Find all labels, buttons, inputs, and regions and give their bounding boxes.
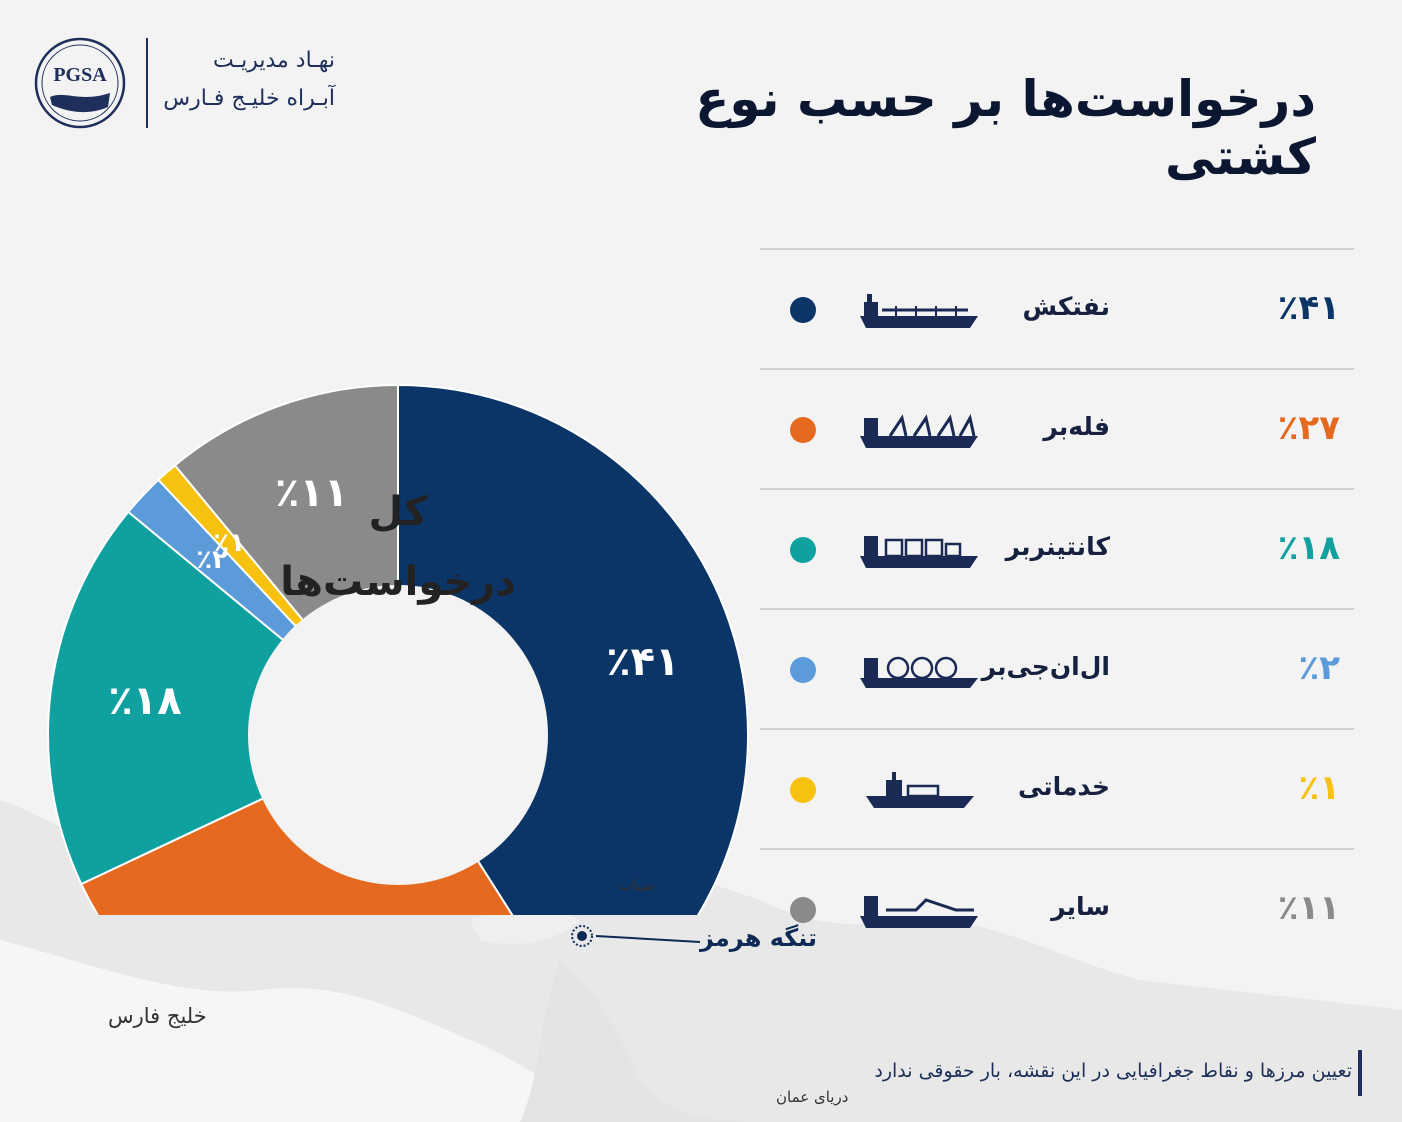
legend-percent: ٪۱۸ <box>1277 528 1340 568</box>
oman-peninsula <box>520 960 760 1122</box>
bulk-carrier-icon <box>860 413 978 448</box>
gulf-water <box>0 940 600 1122</box>
legend-color-dot <box>790 897 816 923</box>
other-ship-icon <box>860 896 978 928</box>
slice-label: ٪۱۱ <box>275 470 348 516</box>
pgsa-logo: PGSA <box>34 37 126 129</box>
legend-color-dot <box>790 657 816 683</box>
place-hormuz: تنگه هرمز <box>700 924 818 952</box>
slice-label: ٪۱۸ <box>108 678 181 724</box>
service-vessel-icon <box>866 772 974 808</box>
legend-item: سایر ٪۱۱ <box>760 848 1354 968</box>
center-label-line1: کل <box>369 489 429 535</box>
legend-percent: ٪۲۷ <box>1277 408 1340 448</box>
donut-center <box>248 585 548 885</box>
org-name-line1: نهـاد مدیریـت <box>213 48 335 73</box>
lng-carrier-icon <box>860 656 978 688</box>
legend-item: فله‌بر ٪۲۷ <box>760 368 1354 488</box>
legend: نفتکش ٪۴۱ فله‌بر ٪۲۷ کانتینربر ٪۱۸ <box>760 248 1354 968</box>
slice-label: ٪۴۱ <box>606 639 679 685</box>
hormuz-marker-icon <box>571 925 701 947</box>
org-name-line2: آبـراه خلیـج فـارس <box>163 86 335 111</box>
legend-color-dot <box>790 297 816 323</box>
slice-label: ٪۱ <box>213 528 245 558</box>
donut-chart: کل درخواست‌ها ٪۴۱٪۲۷٪۱۸٪۲٪۱٪۱۱ <box>47 383 749 915</box>
legend-percent: ٪۱ <box>1298 768 1340 808</box>
legend-color-dot <box>790 537 816 563</box>
legend-item: کانتینربر ٪۱۸ <box>760 488 1354 608</box>
legend-percent: ٪۴۱ <box>1277 288 1340 328</box>
disclaimer-bar <box>1358 1050 1362 1096</box>
legend-label: خدماتی <box>1017 772 1110 801</box>
legend-item: نفتکش ٪۴۱ <box>760 248 1354 368</box>
legend-label: فله‌بر <box>1043 412 1110 441</box>
center-label-line2: درخواست‌ها <box>280 559 516 605</box>
legend-item: خدماتی ٪۱ <box>760 728 1354 848</box>
page-title: درخواست‌ها بر حسب نوع کشتی <box>695 70 1316 186</box>
legend-percent: ٪۱۱ <box>1277 888 1340 928</box>
place-oman-sea: دریای عمان <box>776 1088 849 1106</box>
qeshm-island <box>470 908 580 944</box>
place-minab: میناب <box>618 876 654 894</box>
legend-label: سایر <box>1051 892 1110 921</box>
slice-label: ٪۲ <box>196 545 228 575</box>
logo-divider <box>146 38 148 128</box>
legend-label: نفتکش <box>1022 292 1110 321</box>
legend-label: کانتینربر <box>1005 532 1110 561</box>
container-ship-icon <box>860 536 978 568</box>
legend-label: ال‌ان‌جی‌بر <box>981 652 1110 681</box>
legend-color-dot <box>790 777 816 803</box>
logo-text: PGSA <box>53 64 107 86</box>
disclaimer: تعیین مرزها و نقاط جغرافیایی در این نقشه… <box>874 1060 1352 1082</box>
tanker-ship-icon <box>860 294 978 328</box>
place-persian-gulf: خلیج فارس <box>108 1004 207 1028</box>
legend-item: ال‌ان‌جی‌بر ٪۲ <box>760 608 1354 728</box>
legend-percent: ٪۲ <box>1298 648 1340 688</box>
legend-color-dot <box>790 417 816 443</box>
donut-slice <box>47 510 400 886</box>
